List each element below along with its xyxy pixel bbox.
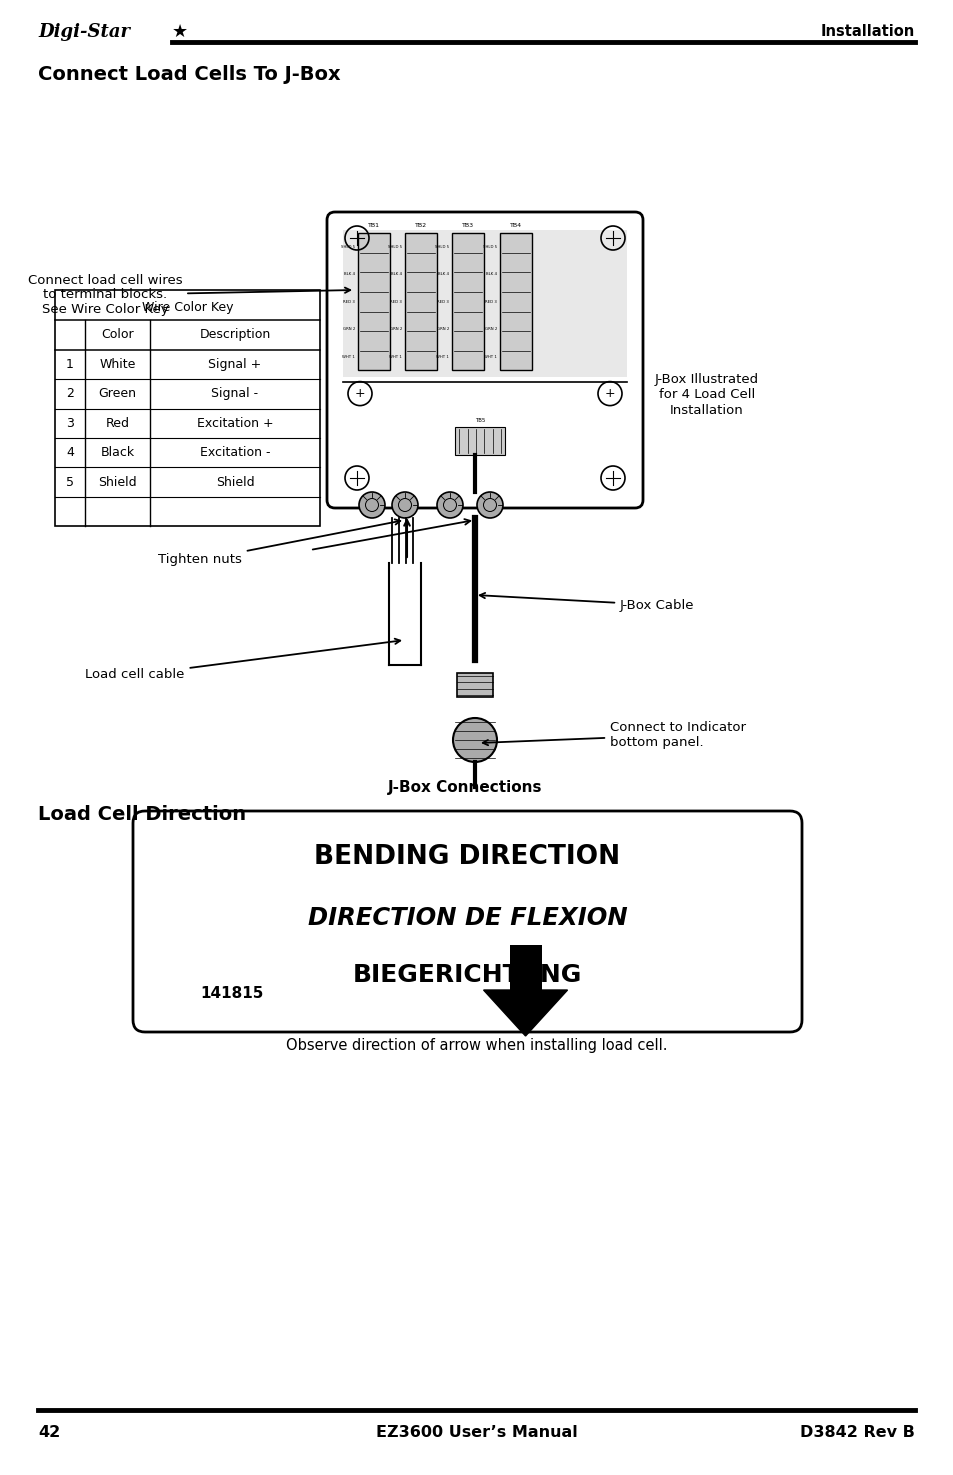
Text: BLK 4: BLK 4 — [437, 273, 449, 276]
Text: TB1: TB1 — [368, 223, 379, 229]
Bar — [55, 291, 319, 527]
Text: RED 3: RED 3 — [485, 299, 497, 304]
Text: BLK 4: BLK 4 — [485, 273, 497, 276]
Text: Green: Green — [98, 388, 136, 400]
FancyBboxPatch shape — [327, 212, 642, 507]
Text: +: + — [355, 386, 365, 400]
Text: WHT 1: WHT 1 — [342, 354, 355, 358]
Text: Color: Color — [101, 329, 133, 341]
Text: Wire Color Key: Wire Color Key — [142, 301, 233, 314]
Text: GRN 2: GRN 2 — [484, 327, 497, 332]
Circle shape — [392, 493, 417, 518]
Text: 1: 1 — [66, 358, 74, 370]
Text: BLK 4: BLK 4 — [344, 273, 355, 276]
Text: TB2: TB2 — [415, 223, 427, 229]
Text: Shield: Shield — [98, 476, 136, 488]
Text: TB4: TB4 — [510, 223, 521, 229]
Text: BIEGERICHTUNG: BIEGERICHTUNG — [353, 963, 581, 987]
Text: Shield: Shield — [215, 476, 254, 488]
Text: Signal +: Signal + — [208, 358, 261, 370]
Text: Excitation -: Excitation - — [199, 447, 270, 459]
Text: Installation: Installation — [820, 25, 914, 40]
Text: Black: Black — [100, 447, 134, 459]
Text: BLK 4: BLK 4 — [391, 273, 401, 276]
Bar — [357, 233, 390, 370]
Text: Connect load cell wires
to terminal blocks.
See Wire Color Key: Connect load cell wires to terminal bloc… — [28, 273, 350, 317]
Text: Tighten nuts: Tighten nuts — [158, 519, 400, 566]
Circle shape — [476, 493, 502, 518]
Text: Excitation +: Excitation + — [196, 417, 273, 429]
Text: 3: 3 — [66, 417, 74, 429]
Bar — [452, 233, 483, 370]
Text: Description: Description — [199, 329, 271, 341]
Text: RED 3: RED 3 — [343, 299, 355, 304]
Text: J-Box Illustrated
for 4 Load Cell
Installation: J-Box Illustrated for 4 Load Cell Instal… — [655, 373, 759, 416]
Circle shape — [453, 718, 497, 763]
Text: SHLD 5: SHLD 5 — [340, 245, 355, 249]
Text: SHLD 5: SHLD 5 — [388, 245, 401, 249]
Bar — [405, 233, 436, 370]
Text: WHT 1: WHT 1 — [389, 354, 401, 358]
Text: White: White — [99, 358, 135, 370]
Bar — [455, 426, 504, 454]
Text: EZ3600 User’s Manual: EZ3600 User’s Manual — [375, 1425, 578, 1440]
Text: Signal -: Signal - — [212, 388, 258, 400]
Bar — [456, 673, 493, 698]
Text: J-Box Cable: J-Box Cable — [479, 593, 694, 612]
Text: Connect Load Cells To J-Box: Connect Load Cells To J-Box — [38, 65, 340, 84]
Text: BENDING DIRECTION: BENDING DIRECTION — [314, 844, 619, 870]
Text: 4: 4 — [66, 447, 74, 459]
Text: SHLD 5: SHLD 5 — [435, 245, 449, 249]
Polygon shape — [483, 990, 567, 1035]
Text: TB5: TB5 — [475, 417, 485, 423]
Text: +: + — [604, 386, 615, 400]
FancyBboxPatch shape — [132, 811, 801, 1032]
Bar — [343, 230, 626, 378]
Text: Red: Red — [106, 417, 130, 429]
Text: GRN 2: GRN 2 — [342, 327, 355, 332]
Text: TB3: TB3 — [461, 223, 474, 229]
Text: GRN 2: GRN 2 — [436, 327, 449, 332]
Text: Load cell cable: Load cell cable — [85, 639, 400, 681]
Circle shape — [436, 493, 462, 518]
Bar — [509, 945, 541, 990]
Text: Digi-Star: Digi-Star — [38, 24, 130, 41]
Text: Connect to Indicator
bottom panel.: Connect to Indicator bottom panel. — [482, 721, 745, 749]
Circle shape — [358, 493, 385, 518]
Text: WHT 1: WHT 1 — [483, 354, 497, 358]
Text: 2: 2 — [66, 388, 74, 400]
Text: 141815: 141815 — [200, 985, 263, 1000]
Text: RED 3: RED 3 — [390, 299, 401, 304]
Text: DIRECTION DE FLEXION: DIRECTION DE FLEXION — [308, 906, 627, 931]
Bar — [499, 233, 532, 370]
Text: J-Box Connections: J-Box Connections — [387, 780, 541, 795]
Text: D3842 Rev B: D3842 Rev B — [800, 1425, 914, 1440]
Text: 42: 42 — [38, 1425, 60, 1440]
Text: ★: ★ — [172, 24, 188, 41]
Text: 5: 5 — [66, 476, 74, 488]
Text: Observe direction of arrow when installing load cell.: Observe direction of arrow when installi… — [286, 1038, 667, 1053]
Text: GRN 2: GRN 2 — [389, 327, 401, 332]
Text: SHLD 5: SHLD 5 — [482, 245, 497, 249]
Text: RED 3: RED 3 — [436, 299, 449, 304]
Text: Load Cell Direction: Load Cell Direction — [38, 805, 246, 825]
Text: WHT 1: WHT 1 — [436, 354, 449, 358]
